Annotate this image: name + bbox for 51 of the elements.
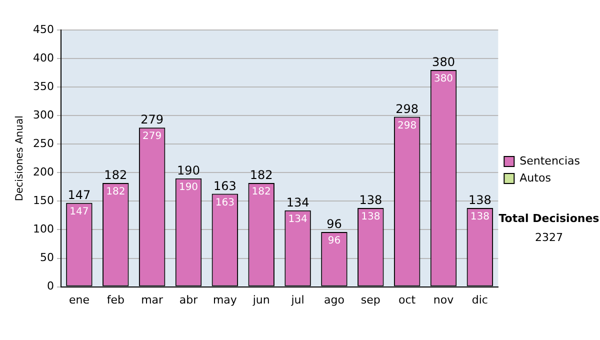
x-tick-label: mar — [141, 293, 164, 306]
y-tick-label: 100 — [32, 222, 54, 236]
legend-label: Sentencias — [520, 154, 580, 168]
data-label: 190 — [178, 182, 198, 193]
total-label: 138 — [359, 193, 382, 208]
data-label: 380 — [434, 74, 454, 85]
total-label: 298 — [396, 102, 419, 116]
y-tick-label: 200 — [32, 166, 54, 179]
data-label: 163 — [215, 197, 234, 208]
x-tick-label: may — [212, 293, 238, 306]
x-tick-label: sep — [360, 293, 380, 306]
x-tick-label: oct — [398, 293, 416, 306]
text: Total Decisiones — [498, 212, 600, 225]
y-tick-label: 0 — [46, 280, 54, 293]
total-label: 380 — [432, 55, 455, 70]
x-tick-label: feb — [106, 293, 124, 306]
x-tick-label: nov — [433, 293, 454, 306]
x-tick-label: dic — [472, 293, 488, 306]
data-label: 182 — [106, 186, 126, 198]
data-label: 279 — [142, 131, 162, 142]
total-label: 138 — [468, 193, 492, 208]
total-label: 163 — [213, 178, 236, 193]
total-label: 279 — [140, 112, 164, 127]
x-tick-label: abr — [179, 293, 198, 306]
x-tick-label: jul — [290, 293, 304, 306]
y-tick-label: 450 — [32, 22, 54, 36]
legend-label: Autos — [520, 171, 552, 184]
y-tick-label: 50 — [40, 251, 54, 264]
total-label: 96 — [326, 217, 342, 232]
data-label: 138 — [361, 212, 380, 223]
text: 2327 — [534, 231, 564, 244]
data-label: 182 — [252, 186, 271, 198]
y-tick-label: 400 — [32, 51, 54, 64]
data-label: 147 — [70, 206, 89, 218]
total-label: 182 — [104, 168, 128, 182]
data-label: 96 — [328, 236, 341, 247]
total-label: 182 — [250, 168, 273, 182]
total-label: 147 — [68, 188, 91, 202]
total-label: 190 — [177, 164, 200, 178]
y-tick-label: 350 — [32, 80, 54, 93]
data-label: 134 — [288, 214, 308, 225]
data-label: 298 — [398, 120, 417, 132]
y-tick-label: 250 — [32, 136, 54, 150]
x-tick-label: ago — [324, 293, 345, 306]
y-tick-label: 300 — [32, 108, 54, 122]
total-label: 134 — [286, 195, 310, 210]
x-tick-label: jun — [252, 293, 270, 306]
data-label: 138 — [470, 212, 490, 223]
y-tick-label: 150 — [32, 194, 54, 208]
y-axis-title: Decisiones Anual — [14, 116, 26, 202]
x-tick-label: ene — [68, 293, 90, 306]
